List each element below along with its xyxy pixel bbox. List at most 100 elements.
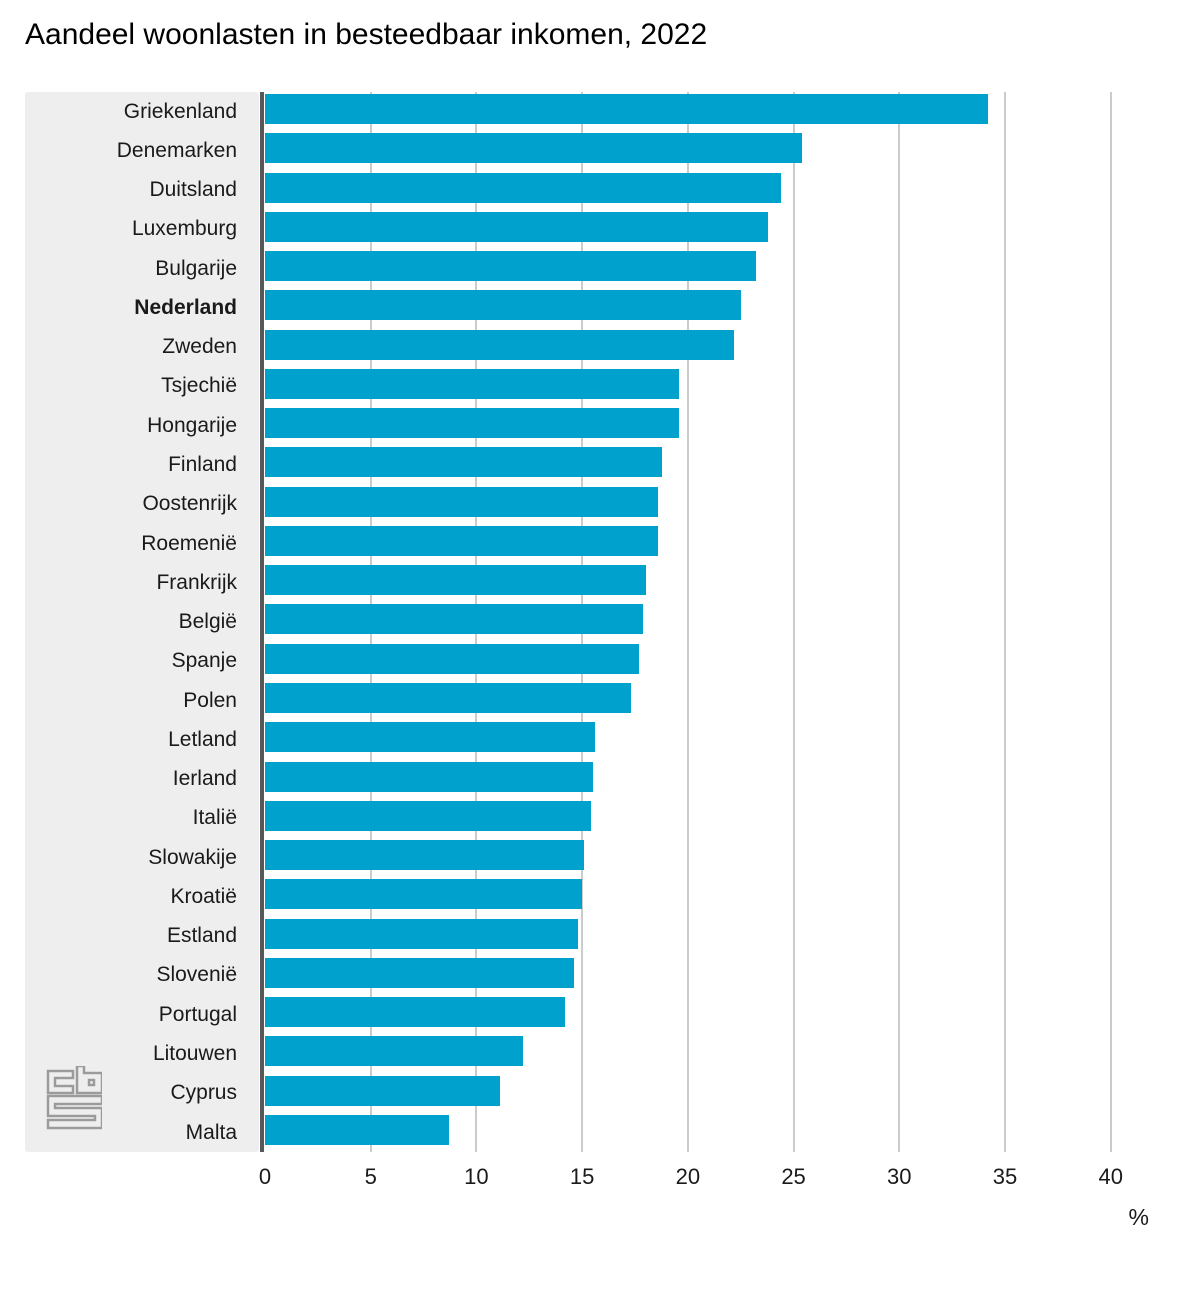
category-labels: Griekenland Denemarken Duitsland Luxemburg B… <box>25 92 237 1152</box>
x-tick-label-15: 15 <box>569 1164 595 1189</box>
bar-row-slovenië <box>265 956 1153 995</box>
bar-duitsland <box>265 172 781 203</box>
bar-row-zweden <box>265 328 1153 367</box>
category-label-portugal: Portugal <box>158 1002 237 1026</box>
bar-row-griekenland <box>265 92 1153 131</box>
bar-kroatië <box>265 879 583 910</box>
logo-letter-b <box>75 1066 102 1095</box>
bar-finland <box>265 447 663 478</box>
x-axis-ticks: 0 5 10 15 20 25 30 35 40 <box>259 1152 1153 1192</box>
gridline-30 <box>898 92 901 1152</box>
category-label-belgië: België <box>178 610 237 634</box>
x-tick-label-20: 20 <box>675 1164 701 1189</box>
bar-cyprus <box>265 1075 500 1106</box>
gridline-20 <box>686 92 689 1152</box>
bar-row-frankrijk <box>265 563 1153 602</box>
bar-frankrijk <box>265 565 646 596</box>
bar-italië <box>265 800 591 831</box>
category-label-zweden: Zweden <box>162 335 237 359</box>
gridline-40 <box>1109 92 1112 1152</box>
bar-slovenië <box>265 957 574 988</box>
plot-area <box>265 92 1153 1152</box>
category-label-frankrijk: Frankrijk <box>156 570 237 594</box>
bar-denemarken <box>265 133 803 164</box>
x-tick-label-10: 10 <box>464 1164 489 1189</box>
bar-row-ierland <box>265 760 1153 799</box>
bar-row-finland <box>265 445 1153 484</box>
x-tick-label-30: 30 <box>887 1164 912 1189</box>
bar-estland <box>265 918 578 949</box>
category-label-nederland: Nederland <box>134 295 237 319</box>
bar-hongarije <box>265 408 680 439</box>
category-label-griekenland: Griekenland <box>123 99 237 123</box>
category-label-luxemburg: Luxemburg <box>131 217 237 241</box>
bar-row-spanje <box>265 642 1153 681</box>
bar-row-bulgarije <box>265 249 1153 288</box>
bar-row-belgië <box>265 602 1153 641</box>
cbs-logo-icon <box>46 1066 102 1130</box>
bar-slowakije <box>265 840 585 871</box>
category-label-denemarken: Denemarken <box>116 138 237 162</box>
gridline-25 <box>792 92 795 1152</box>
bar-row-tsjechië <box>265 367 1153 406</box>
bar-portugal <box>265 997 566 1028</box>
bar-row-luxemburg <box>265 210 1153 249</box>
bar-row-malta <box>265 1113 1153 1152</box>
bar-zweden <box>265 329 735 360</box>
bar-row-estland <box>265 917 1153 956</box>
bar-tsjechië <box>265 368 680 399</box>
bar-row-slowakije <box>265 838 1153 877</box>
category-label-oostenrijk: Oostenrijk <box>142 492 237 516</box>
category-label-spanje: Spanje <box>171 649 237 673</box>
bar-nederland <box>265 290 741 321</box>
bar-row-denemarken <box>265 131 1153 170</box>
bar-roemenië <box>265 525 659 556</box>
bar-letland <box>265 722 595 753</box>
bar-polen <box>265 682 631 713</box>
bar-row-cyprus <box>265 1074 1153 1113</box>
logo-letter-b-hole <box>87 1078 96 1087</box>
category-label-letland: Letland <box>168 727 237 751</box>
category-label-bulgarije: Bulgarije <box>155 256 237 280</box>
category-label-hongarije: Hongarije <box>147 413 237 437</box>
x-tick-label-35: 35 <box>992 1164 1018 1189</box>
bar-chart: Griekenland Denemarken Duitsland Luxemburg B… <box>25 92 1153 1230</box>
category-label-slowakije: Slowakije <box>148 845 237 869</box>
x-tick-label-40: 40 <box>1098 1164 1123 1189</box>
category-label-cyprus: Cyprus <box>170 1081 237 1105</box>
x-tick-label-0: 0 <box>258 1164 272 1189</box>
x-tick-label-5: 5 <box>364 1164 377 1189</box>
bar-row-portugal <box>265 995 1153 1034</box>
bar-row-polen <box>265 681 1153 720</box>
bar-row-roemenië <box>265 524 1153 563</box>
category-label-slovenië: Slovenië <box>156 963 237 987</box>
logo-letter-s <box>46 1094 102 1130</box>
bar-row-oostenrijk <box>265 485 1153 524</box>
bar-ierland <box>265 761 593 792</box>
bar-griekenland <box>265 94 989 124</box>
bar-oostenrijk <box>265 486 659 517</box>
logo-letter-c <box>46 1069 75 1095</box>
category-label-malta: Malta <box>185 1120 237 1144</box>
category-label-tsjechië: Tsjechië <box>161 374 237 398</box>
bar-luxemburg <box>265 211 769 242</box>
y-axis-line <box>260 92 264 1152</box>
category-label-polen: Polen <box>183 688 237 712</box>
unit-label: % <box>1128 1204 1149 1230</box>
bar-malta <box>265 1114 449 1145</box>
bar-spanje <box>265 643 640 674</box>
category-label-litouwen: Litouwen <box>152 1042 237 1065</box>
chart-title: Aandeel woonlasten in besteedbaar inkome… <box>25 18 708 51</box>
bar-row-italië <box>265 799 1153 838</box>
bar-row-duitsland <box>265 171 1153 210</box>
bar-row-kroatië <box>265 877 1153 916</box>
bar-bulgarije <box>265 251 756 282</box>
bar-row-nederland <box>265 288 1153 327</box>
bar-row-litouwen <box>265 1034 1153 1073</box>
bar-rows <box>265 92 1153 1152</box>
category-label-band <box>25 92 259 1152</box>
category-label-kroatië: Kroatië <box>170 884 237 908</box>
category-label-finland: Finland <box>168 453 237 477</box>
bar-belgië <box>265 604 644 635</box>
